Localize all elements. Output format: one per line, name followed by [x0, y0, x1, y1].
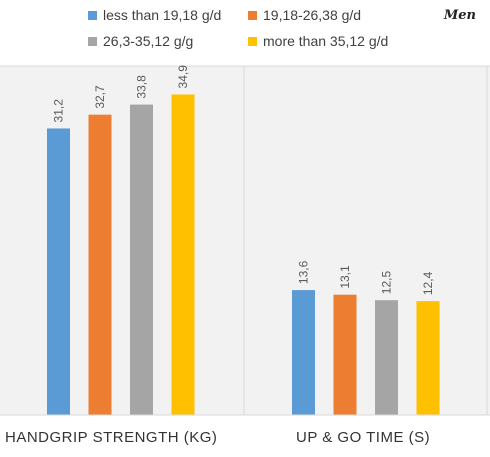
corner-label: Men [443, 8, 476, 23]
bar-1-2 [88, 114, 112, 415]
legend-swatch-3 [88, 36, 97, 46]
legend-label-4: more than 35,12 g/d [263, 33, 389, 49]
bar-1-1 [47, 128, 70, 415]
data-label-1-3: 33,8 [135, 75, 149, 99]
bar-1-4 [171, 94, 195, 415]
data-label-2-2: 13,1 [338, 265, 352, 289]
legend-item-series-3: 26,3-35,12 g/g [88, 33, 193, 49]
bar-2-3 [375, 300, 398, 415]
legend-label-3: 26,3-35,12 g/g [103, 33, 194, 49]
bar-1-3 [130, 104, 153, 416]
legend-item-series-2: 19,18-26,38 g/d [248, 7, 361, 23]
legend-swatch-1 [88, 10, 97, 20]
legend-label-2: 19,18-26,38 g/d [263, 7, 362, 23]
bar-2-4 [416, 301, 440, 415]
data-label-1-1: 31,2 [52, 99, 66, 123]
data-label-1-4: 34,9 [176, 65, 190, 89]
legend-swatch-4 [248, 36, 257, 46]
legend-label-1: less than 19,18 g/d [103, 7, 222, 23]
plot-area [0, 66, 490, 415]
bar-2-1 [292, 290, 315, 415]
data-label-2-1: 13,6 [297, 260, 311, 284]
data-label-2-4: 12,4 [421, 271, 435, 295]
legend-swatch-2 [248, 10, 257, 20]
legend-item-series-4: more than 35,12 g/d [248, 33, 388, 49]
legend-item-series-1: less than 19,18 g/d [88, 7, 221, 23]
bar-2-2 [333, 294, 357, 415]
category-label-2: UP & GO TIME (S) [296, 429, 431, 446]
data-label-2-3: 12,5 [380, 271, 394, 295]
category-label-1: HANDGRIP STRENGTH (KG) [5, 429, 218, 446]
data-label-1-2: 32,7 [93, 85, 107, 109]
